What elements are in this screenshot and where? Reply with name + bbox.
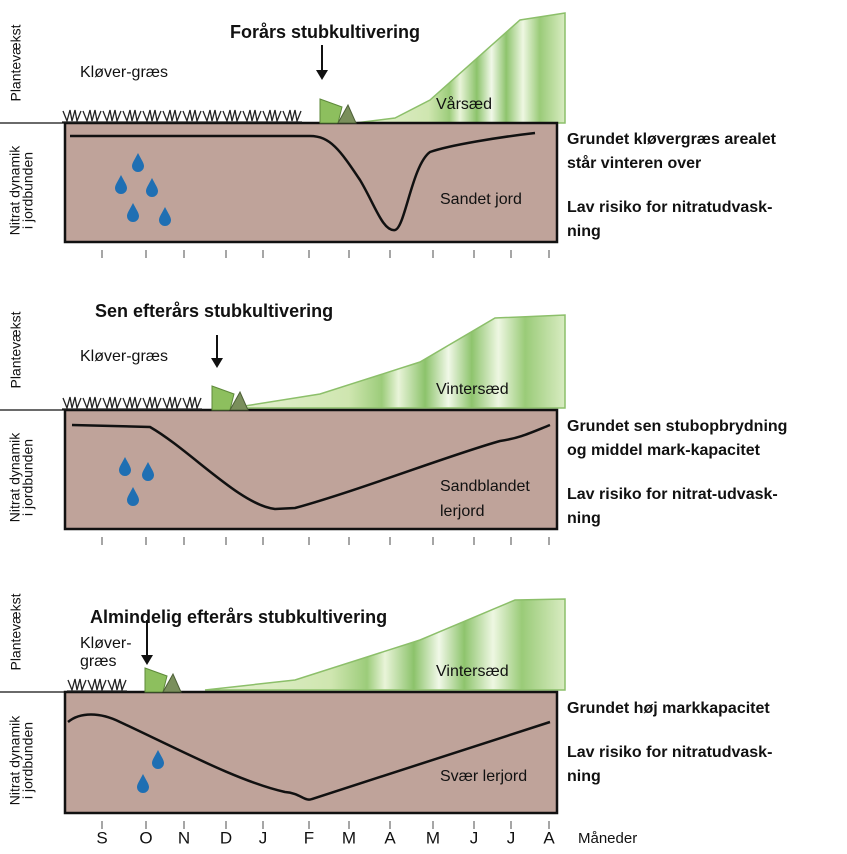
crop-after: Vårsæd [436, 95, 492, 113]
panel-title: Forårs stubkultivering [230, 22, 420, 42]
crop-before: græs [80, 653, 116, 670]
note: og middel mark-kapacitet [567, 442, 761, 459]
note: Grundet sen stubopbrydning [567, 418, 787, 435]
clover-plant [282, 110, 302, 122]
note: ning [567, 510, 601, 527]
clover-plant [82, 110, 102, 122]
y-label-bottom: i jordbunden [20, 439, 36, 516]
note: står vinteren over [567, 154, 701, 172]
month-label: F [304, 828, 314, 847]
month-label: J [507, 828, 516, 847]
y-label-top: Plantevækst [8, 24, 24, 101]
clover-plant [182, 110, 202, 122]
growth-area [232, 315, 565, 408]
seedling [212, 386, 234, 410]
month-label: M [342, 828, 356, 847]
clover-plant [222, 110, 242, 122]
clover-plant [67, 679, 87, 691]
y-label-bottom: i jordbunden [20, 722, 36, 799]
month-label: J [470, 828, 479, 847]
clover-plant [162, 397, 182, 409]
soil-box [65, 692, 557, 813]
crop-after: Vintersæd [436, 381, 509, 398]
note: ning [567, 223, 601, 240]
clover-plant [242, 110, 262, 122]
seedling [320, 99, 342, 123]
note: Lav risiko for nitratudvask- [567, 744, 772, 761]
note: Lav risiko for nitratudvask- [567, 199, 772, 216]
month-label: J [259, 828, 268, 847]
crop-before: Kløver-græs [80, 348, 168, 365]
month-label: S [96, 828, 107, 847]
clover-plant [162, 110, 182, 122]
soil-type: Sandblandet [440, 478, 530, 495]
clover-plant [122, 110, 142, 122]
arrow-head [211, 358, 223, 368]
arrow-head [316, 70, 328, 80]
clover-plant [142, 397, 162, 409]
month-label: N [178, 828, 190, 847]
note: Lav risiko for nitrat-udvask- [567, 486, 778, 503]
clover-plant [122, 397, 142, 409]
soil-type: lerjord [440, 503, 484, 520]
crop-before: Kløver-græs [80, 64, 168, 81]
clover-plant [87, 679, 107, 691]
clover-plant [107, 679, 127, 691]
y-label-bottom: i jordbunden [20, 152, 36, 229]
months-label: Måneder [578, 830, 637, 847]
note: ning [567, 768, 601, 785]
clover-plant [142, 110, 162, 122]
panel-title: Almindelig efterårs stubkultivering [90, 607, 387, 627]
clover-plant [102, 110, 122, 122]
month-label: M [426, 828, 440, 847]
seedling [145, 668, 167, 692]
month-label: A [384, 828, 396, 847]
clover-plant [182, 397, 202, 409]
crop-after: Vintersæd [436, 663, 509, 680]
month-label: O [139, 828, 152, 847]
clover-plant [202, 110, 222, 122]
note: Grundet kløvergræs arealet [567, 131, 777, 148]
clover-plant [82, 397, 102, 409]
soil-type: Svær lerjord [440, 768, 527, 785]
month-label: D [220, 828, 232, 847]
clover-plant [62, 397, 82, 409]
clover-plant [262, 110, 282, 122]
panel-title: Sen efterårs stubkultivering [95, 301, 333, 321]
month-label: A [543, 828, 555, 847]
arrow-head [141, 655, 153, 665]
clover-plant [102, 397, 122, 409]
y-label-top: Plantevækst [8, 593, 24, 670]
diagram: Forårs stubkultiveringPlantevækstNitrat … [0, 0, 847, 849]
clover-plant [62, 110, 82, 122]
crop-before: Kløver- [80, 635, 132, 652]
y-label-top: Plantevækst [8, 311, 24, 388]
soil-type: Sandet jord [440, 191, 522, 208]
note: Grundet høj markkapacitet [567, 700, 770, 717]
